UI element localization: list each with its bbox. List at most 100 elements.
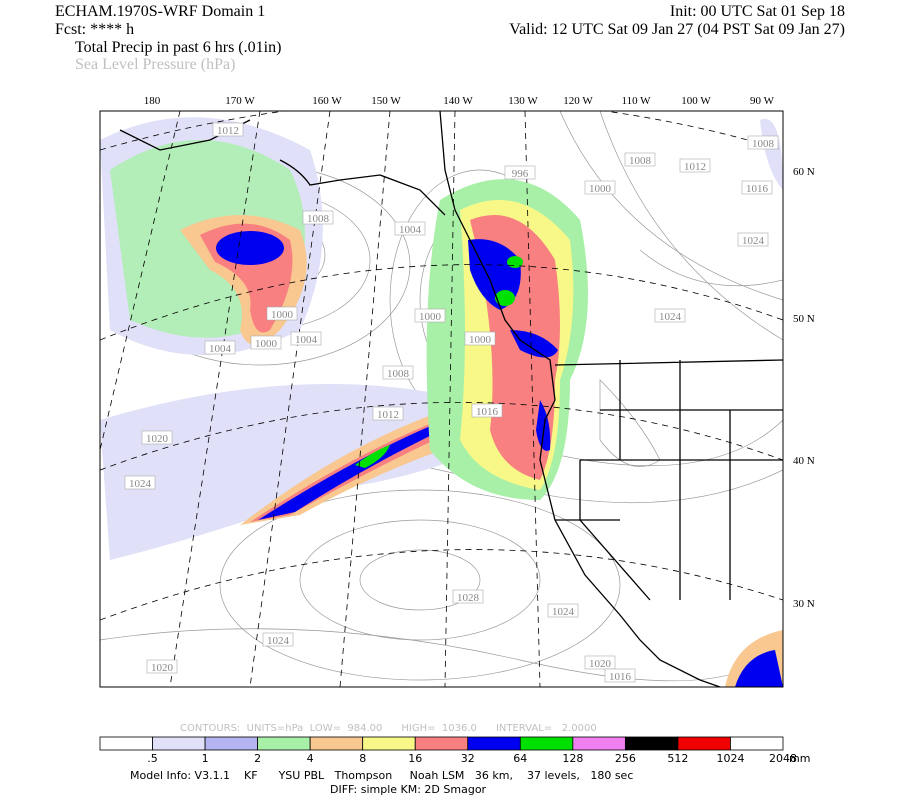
pressure-label-box [124,475,156,490]
pressure-label-box [737,232,769,247]
pressure-label: 1000 [469,334,492,346]
field-precip: Total Precip in past 6 hrs (.01in) [75,39,281,56]
init-time: Init: 00 UTC Sat 01 Sep 18 [670,3,845,20]
forecast-hour: Fcst: **** h [55,21,134,38]
colorbar-label: 1024 [716,752,744,765]
pressure-label: 1020 [146,433,169,445]
pressure-label: 1008 [752,138,775,150]
pressure-label: 1016 [476,406,499,418]
longitude-label: 160 W [312,95,342,107]
pressure-label-box [584,655,616,670]
pressure-label: 1024 [267,635,290,647]
pressure-label: 1024 [552,606,575,618]
longitude-label: 170 W [225,95,255,107]
pressure-label: 1000 [255,338,278,350]
longitude-label: 130 W [508,95,538,107]
colorbar-label: 2 [254,752,261,765]
pressure-label-box [471,403,503,418]
colorbar-box [730,736,784,751]
pressure-label-box [266,306,298,321]
colorbar-box [362,736,416,751]
map-labels: 180 170 W 160 W 150 W 140 W 130 W 120 W 110 W 10… [124,95,815,683]
title: ECHAM.1970S-WRF Domain 1 [55,3,265,20]
pressure-label: 1000 [419,311,442,323]
pressure-label-box [250,335,282,350]
pressure-label-box [372,406,404,421]
colorbar-label: 2048 [769,752,797,765]
pressure-label: 1000 [589,183,612,195]
pressure-label: 1020 [589,658,612,670]
colorbar-label: 1 [202,752,209,765]
longitude-label: 120 W [563,95,593,107]
pressure-label: 996 [512,168,529,180]
pressure-label-box [452,589,484,604]
pressure-label-box [654,308,686,323]
pressure-label-box [394,221,426,236]
colorbar-label: 16 [408,752,422,765]
colorbar-box [467,736,521,751]
latitude-label: 60 N [793,166,815,178]
colorbar-box [572,736,626,751]
pressure-label: 1016 [746,183,769,195]
pressure-label: 1020 [151,662,174,674]
colorbar-label: .5 [147,752,158,765]
pressure-label-box [290,331,322,346]
pressure-label: 1008 [307,213,330,225]
pressure-label: 1012 [377,409,399,421]
pressure-label: 1004 [209,343,232,355]
colorbar-label: 4 [307,752,314,765]
pressure-label-box [146,659,178,674]
colorbar-box [677,736,731,751]
pressure-label-box [679,158,711,173]
longitude-label: 180 [144,95,161,107]
pressure-label: 1024 [659,311,682,323]
pressure-label: 1016 [609,671,632,683]
colorbar-label: 32 [461,752,475,765]
pressure-label-box [262,632,294,647]
colorbar-label: 64 [513,752,527,765]
longitude-label: 90 W [750,95,775,107]
colorbar-label: 128 [562,752,583,765]
pressure-label: 1024 [129,478,152,490]
longitude-label: 150 W [371,95,401,107]
contour-info: CONTOURS: UNITS=hPa LOW= 984.00 HIGH= 10… [180,723,597,734]
colorbar-label: 256 [615,752,636,765]
pressure-label: 1000 [271,309,294,321]
field-pressure: Sea Level Pressure (hPa) [75,56,235,73]
pressure-label-box [504,165,536,180]
colorbar-box [99,736,153,751]
footer-model-info: Model Info: V3.1.1 KF YSU PBL Thompson N… [130,769,633,782]
pressure-label-box [302,210,334,225]
colorbar-unit: mm [789,752,810,765]
pressure-label-box [141,430,173,445]
longitude-label: 140 W [443,95,473,107]
pressure-label: 1008 [629,155,652,167]
pressure-label-box [204,340,236,355]
map: 180 170 W 160 W 150 W 140 W 130 W 120 W 110 W 10… [99,95,815,688]
coastlines [119,111,783,687]
latitude-label: 50 N [793,313,815,325]
pressure-label: 1012 [217,125,239,137]
longitude-label: 100 W [681,95,711,107]
pressure-label-box [747,135,779,150]
pressure-label: 1028 [457,592,480,604]
pressure-label-box [382,365,414,380]
graticule [100,111,783,687]
valid-time: Valid: 12 UTC Sat 09 Jan 27 (04 PST Sat … [509,21,845,38]
colorbar-box [152,736,206,751]
colorbar-box [624,736,679,751]
pressure-label-box [624,152,656,167]
colorbar-box [309,736,364,751]
pressure-label: 1008 [387,368,410,380]
pressure-label-box [584,180,616,195]
pressure-label-box [604,668,636,683]
pressure-label: 1004 [295,334,318,346]
colorbar-box [204,736,259,751]
precipitation [100,117,783,687]
pressure-label: 1004 [399,224,422,236]
longitude-label: 110 W [621,95,651,107]
latitude-label: 30 N [793,598,815,610]
footer-diff: DIFF: simple KM: 2D Smagor [330,783,487,796]
